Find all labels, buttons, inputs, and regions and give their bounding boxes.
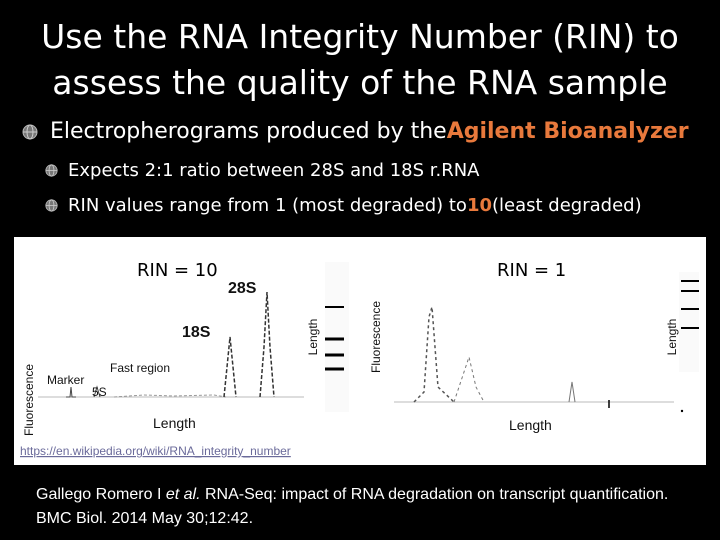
electropherogram-figure: RIN = 10 Fluorescence 28S 18S Fast regio… <box>14 237 706 465</box>
right-minor-peak <box>568 381 576 403</box>
left-18s-label: 18S <box>182 324 211 341</box>
citation: Gallego Romero I et al. RNA-Seq: impact … <box>36 483 696 531</box>
left-28s-peak <box>259 291 275 398</box>
left-28s-label: 28S <box>228 280 257 297</box>
bullet-sub-2: RIN values range from 1 (most degraded) … <box>45 195 642 216</box>
left-y-axis-label: Fluorescence <box>22 364 36 436</box>
electropherogram-svg: RIN = 10 Fluorescence 28S 18S Fast regio… <box>20 260 699 458</box>
source-link[interactable]: https://en.wikipedia.org/wiki/RNA_integr… <box>20 444 291 458</box>
bullet-main-highlight: Agilent Bioanalyzer <box>446 119 689 144</box>
left-marker-label: Marker <box>47 373 84 387</box>
left-18s-peak <box>223 336 237 398</box>
globe-bullet-icon <box>45 199 58 212</box>
left-fast-region-label: Fast region <box>110 361 170 375</box>
left-gel-lane <box>325 262 349 412</box>
right-y-axis-label: Fluorescence <box>369 301 383 373</box>
right-degraded-trace <box>413 306 455 403</box>
right-gel-axis-label: Length <box>665 319 679 356</box>
right-x-axis-label: Length <box>509 417 552 433</box>
citation-rest: RNA-Seq: impact of RNA degradation on tr… <box>36 486 669 527</box>
bullet-sub-2-before: RIN values range from 1 (most degraded) … <box>68 195 467 216</box>
bullet-sub-2-highlight: 10 <box>466 195 492 216</box>
globe-bullet-icon <box>45 164 58 177</box>
left-5s-peak <box>93 385 101 398</box>
title-line-1: Use the RNA Integrity Number (RIN) to <box>41 17 679 56</box>
globe-bullet-icon <box>22 124 38 139</box>
left-rin-heading: RIN = 10 <box>137 260 218 281</box>
left-marker-peak <box>66 386 76 398</box>
citation-authors: Gallego Romero I <box>36 486 166 503</box>
left-gel-axis-label: Length <box>306 319 320 356</box>
left-5s-label: 5S <box>92 385 107 399</box>
right-gel-lane <box>679 272 699 372</box>
bullet-main: Electropherograms produced by the Agilen… <box>22 119 689 144</box>
right-dot <box>680 409 684 413</box>
title-line-2: assess the quality of the RNA sample <box>52 63 668 102</box>
bullet-main-text: Electropherograms produced by the <box>50 119 447 144</box>
bullet-sub-1-text: Expects 2:1 ratio between 28S and 18S r.… <box>68 160 480 181</box>
left-fast-region-line <box>113 394 227 398</box>
bullet-sub-1: Expects 2:1 ratio between 28S and 18S r.… <box>45 160 480 181</box>
right-rin-heading: RIN = 1 <box>497 260 566 281</box>
slide-title: Use the RNA Integrity Number (RIN) to as… <box>0 14 720 106</box>
citation-etal: et al. <box>165 486 201 503</box>
right-degraded-trace <box>453 355 485 403</box>
left-x-axis-label: Length <box>153 415 196 431</box>
bullet-sub-2-after: (least degraded) <box>492 195 642 216</box>
